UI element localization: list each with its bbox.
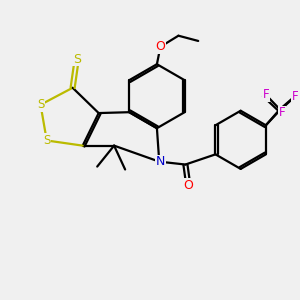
Text: F: F — [279, 106, 286, 119]
Text: O: O — [155, 40, 165, 53]
Text: S: S — [73, 52, 81, 65]
Text: N: N — [156, 155, 165, 168]
Text: F: F — [292, 90, 298, 103]
Text: S: S — [37, 98, 44, 111]
Text: O: O — [183, 179, 193, 192]
Text: S: S — [43, 134, 50, 147]
Text: F: F — [262, 88, 269, 101]
